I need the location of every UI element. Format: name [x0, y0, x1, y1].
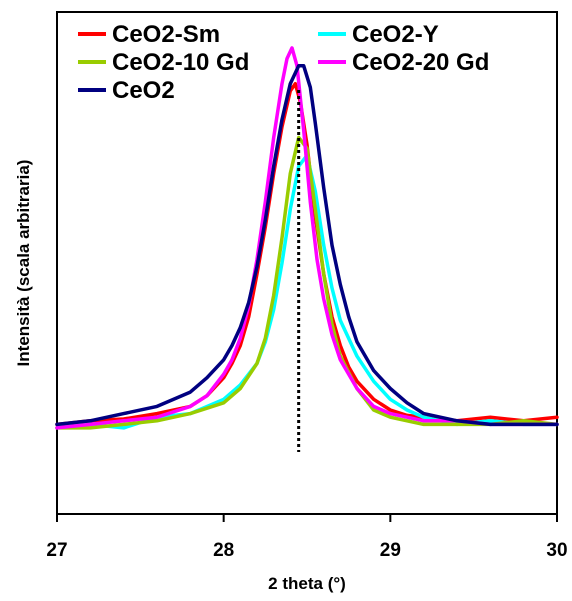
legend-label: CeO2-10 Gd	[112, 49, 249, 76]
series-line-2	[55, 135, 559, 430]
legend-label: CeO2-Y	[352, 21, 439, 48]
legend: CeO2-Sm CeO2-Y CeO2-10 Gd CeO2-20 Gd CeO2	[78, 21, 489, 104]
x-tick-label: 28	[213, 540, 234, 561]
legend-label: CeO2-20 Gd	[352, 49, 489, 76]
series-line-3	[55, 46, 559, 430]
x-axis-title: 2 theta (°)	[268, 574, 346, 593]
y-axis-title: Intensità (scala arbitraria)	[14, 160, 33, 367]
x-tick-label: 30	[546, 540, 567, 561]
plot-area-frame	[56, 11, 558, 515]
legend-label: CeO2	[112, 77, 175, 104]
x-axis-ticks: 27 28 29 30	[46, 514, 568, 561]
series-line-4	[55, 64, 559, 427]
x-tick-label: 27	[46, 540, 67, 561]
x-tick-label: 29	[380, 540, 401, 561]
plot-layer	[55, 46, 559, 452]
legend-label: CeO2-Sm	[112, 21, 220, 48]
